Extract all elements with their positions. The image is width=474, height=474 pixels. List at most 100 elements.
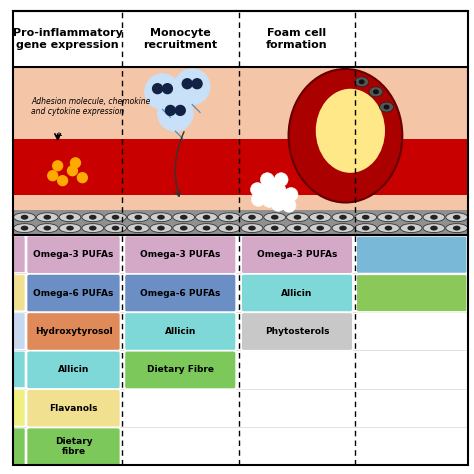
Ellipse shape xyxy=(355,213,376,222)
Circle shape xyxy=(48,171,58,181)
Ellipse shape xyxy=(355,77,369,87)
Text: Dietary
fibre: Dietary fibre xyxy=(55,437,92,456)
Ellipse shape xyxy=(362,226,370,230)
Ellipse shape xyxy=(332,213,354,222)
Text: Allicin: Allicin xyxy=(58,365,89,374)
Ellipse shape xyxy=(66,215,74,219)
Text: Allicin: Allicin xyxy=(164,327,196,336)
Ellipse shape xyxy=(248,226,256,230)
FancyBboxPatch shape xyxy=(124,236,236,274)
Ellipse shape xyxy=(359,79,365,84)
Ellipse shape xyxy=(219,224,240,233)
Ellipse shape xyxy=(378,213,399,222)
Ellipse shape xyxy=(264,224,286,233)
Text: Flavanols: Flavanols xyxy=(49,404,98,413)
Circle shape xyxy=(271,198,285,211)
Ellipse shape xyxy=(112,215,119,219)
Ellipse shape xyxy=(294,226,301,230)
Text: Allicin: Allicin xyxy=(281,289,313,298)
FancyBboxPatch shape xyxy=(27,312,120,351)
Circle shape xyxy=(276,193,290,207)
Ellipse shape xyxy=(226,226,233,230)
Circle shape xyxy=(145,74,180,109)
Circle shape xyxy=(264,182,278,196)
Ellipse shape xyxy=(384,215,392,219)
Ellipse shape xyxy=(180,226,188,230)
Ellipse shape xyxy=(380,102,393,112)
Ellipse shape xyxy=(241,213,263,222)
Ellipse shape xyxy=(36,213,58,222)
Circle shape xyxy=(165,106,175,115)
Ellipse shape xyxy=(339,215,347,219)
FancyBboxPatch shape xyxy=(124,274,236,312)
Ellipse shape xyxy=(384,226,392,230)
Bar xyxy=(13,210,468,235)
Circle shape xyxy=(272,183,286,198)
Ellipse shape xyxy=(287,213,309,222)
Text: Omega-6 PUFAs: Omega-6 PUFAs xyxy=(140,289,220,298)
Text: Foam cell
formation: Foam cell formation xyxy=(266,28,328,49)
Circle shape xyxy=(252,192,265,206)
Circle shape xyxy=(71,158,81,168)
Ellipse shape xyxy=(150,224,172,233)
Text: Phytosterols: Phytosterols xyxy=(265,327,329,336)
FancyBboxPatch shape xyxy=(13,390,25,426)
Circle shape xyxy=(153,84,163,93)
Ellipse shape xyxy=(317,215,324,219)
Circle shape xyxy=(261,182,275,196)
Circle shape xyxy=(163,84,173,93)
Ellipse shape xyxy=(369,87,383,97)
Ellipse shape xyxy=(89,226,97,230)
Ellipse shape xyxy=(271,226,279,230)
FancyBboxPatch shape xyxy=(27,274,120,312)
Circle shape xyxy=(266,179,280,192)
Ellipse shape xyxy=(310,213,331,222)
Text: Hydroxytyrosol: Hydroxytyrosol xyxy=(35,327,112,336)
Circle shape xyxy=(250,182,264,196)
Ellipse shape xyxy=(89,215,97,219)
Ellipse shape xyxy=(128,224,149,233)
Circle shape xyxy=(263,193,276,207)
FancyBboxPatch shape xyxy=(27,389,120,428)
Text: Omega-3 PUFAs: Omega-3 PUFAs xyxy=(257,250,337,259)
Ellipse shape xyxy=(407,226,415,230)
Ellipse shape xyxy=(14,213,36,222)
Ellipse shape xyxy=(150,213,172,222)
FancyBboxPatch shape xyxy=(13,274,25,311)
Bar xyxy=(13,67,468,210)
Ellipse shape xyxy=(128,213,149,222)
Ellipse shape xyxy=(173,213,195,222)
Ellipse shape xyxy=(287,224,309,233)
Circle shape xyxy=(77,173,87,182)
Circle shape xyxy=(274,173,288,187)
Ellipse shape xyxy=(219,213,240,222)
Ellipse shape xyxy=(44,215,51,219)
Ellipse shape xyxy=(423,224,445,233)
Ellipse shape xyxy=(157,226,165,230)
FancyBboxPatch shape xyxy=(241,274,353,312)
Text: Omega-6 PUFAs: Omega-6 PUFAs xyxy=(33,289,114,298)
Ellipse shape xyxy=(21,226,28,230)
Ellipse shape xyxy=(36,224,58,233)
Text: Adhesion molecule, chemokine
and cytokine expression: Adhesion molecule, chemokine and cytokin… xyxy=(31,97,150,116)
Circle shape xyxy=(260,173,274,187)
Ellipse shape xyxy=(355,224,376,233)
Circle shape xyxy=(192,79,202,89)
FancyBboxPatch shape xyxy=(13,428,25,465)
Ellipse shape xyxy=(59,213,81,222)
FancyBboxPatch shape xyxy=(124,351,236,389)
Ellipse shape xyxy=(135,226,142,230)
Ellipse shape xyxy=(310,224,331,233)
Ellipse shape xyxy=(196,213,218,222)
Ellipse shape xyxy=(59,224,81,233)
Ellipse shape xyxy=(453,215,461,219)
FancyBboxPatch shape xyxy=(241,312,353,351)
Ellipse shape xyxy=(423,213,445,222)
Ellipse shape xyxy=(362,215,370,219)
Ellipse shape xyxy=(453,226,461,230)
FancyBboxPatch shape xyxy=(241,236,353,274)
Ellipse shape xyxy=(294,215,301,219)
Circle shape xyxy=(58,176,68,186)
Circle shape xyxy=(284,188,298,201)
Ellipse shape xyxy=(264,213,286,222)
